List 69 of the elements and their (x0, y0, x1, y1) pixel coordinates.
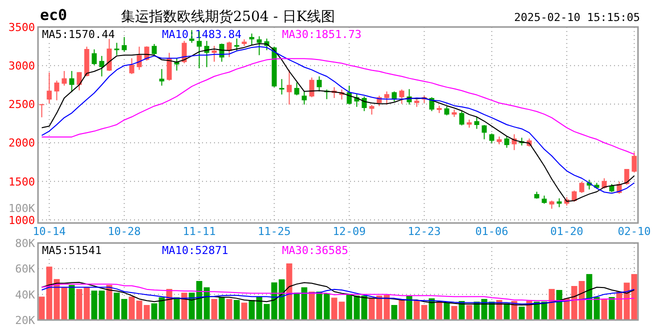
candlestick (136, 46, 142, 70)
candlestick (504, 136, 510, 148)
candlestick (249, 33, 254, 46)
candlestick (474, 116, 480, 130)
candlestick (76, 72, 82, 91)
y-tick-label: 1000 (8, 214, 35, 227)
y-tick-label: 3500 (8, 21, 35, 34)
line-series (41, 284, 635, 302)
y-tick-label: 1500 (8, 175, 35, 188)
series-label: MA5:1570.44 (42, 28, 116, 41)
y-tick-label: 60K (15, 262, 36, 276)
y-tick-label: 20K (15, 314, 36, 327)
line-series (41, 282, 635, 306)
line-series (41, 58, 635, 155)
x-tick-label: 02-10 (618, 225, 651, 238)
x-tick-label: 12-23 (408, 225, 441, 238)
candlestick (489, 132, 494, 144)
text: MA30:36585 (282, 244, 348, 257)
candlestick (459, 110, 464, 126)
candlestick (294, 82, 300, 96)
x-tick-label: 10-14 (32, 225, 66, 238)
y-tick-label: 2000 (8, 136, 35, 150)
text: MA5:51541 (42, 244, 102, 257)
candlestick (632, 152, 637, 173)
candlestick (256, 36, 262, 56)
y-tick-label: 80K (15, 237, 36, 250)
x-tick-label: 01-20 (550, 225, 584, 238)
candlestick (212, 45, 217, 62)
candlestick (579, 181, 584, 194)
candlestick (46, 72, 52, 104)
chart-title: 集运指数欧线期货2504 - 日K线图 (121, 9, 335, 25)
candlestick (159, 68, 164, 86)
x-tick-label: 12-09 (332, 225, 366, 238)
candlestick (62, 70, 67, 86)
candlestick (69, 70, 74, 93)
text: 2025-02-10 15:15:05 (514, 11, 640, 24)
text: ec0 (40, 6, 68, 24)
candlestick (482, 124, 487, 140)
candlestick (166, 52, 172, 82)
text: 100K (8, 202, 36, 215)
y-tick-label: 2500 (8, 98, 35, 112)
candlestick (54, 80, 60, 101)
candlestick (152, 43, 157, 56)
candlestick (129, 58, 134, 75)
candlestick (99, 55, 104, 77)
candlestick (286, 69, 292, 106)
x-tick-label: 11-11 (182, 225, 216, 238)
text: MA10:52871 (162, 244, 228, 257)
series-label: MA30:1851.73 (282, 28, 362, 41)
candlestick (369, 104, 374, 116)
candlestick (384, 90, 390, 106)
y-tick-label: 3000 (8, 60, 35, 73)
candlestick (624, 168, 630, 186)
candlestick (316, 76, 322, 92)
candlestick (279, 78, 284, 96)
candlestick (302, 90, 307, 106)
candlestick (92, 48, 97, 66)
candlestick (106, 38, 112, 72)
line-series (41, 286, 635, 304)
candlestick (309, 77, 314, 98)
candlestick (399, 89, 404, 104)
x-tick-label: 01-06 (475, 225, 508, 238)
candlestick (114, 42, 120, 56)
x-tick-label: 11-25 (258, 225, 291, 238)
y-tick-label: 40K (15, 288, 36, 302)
x-tick-label: 10-28 (108, 225, 141, 238)
candlestick (39, 104, 44, 118)
candlestick (234, 38, 240, 52)
candlestick (122, 36, 127, 52)
